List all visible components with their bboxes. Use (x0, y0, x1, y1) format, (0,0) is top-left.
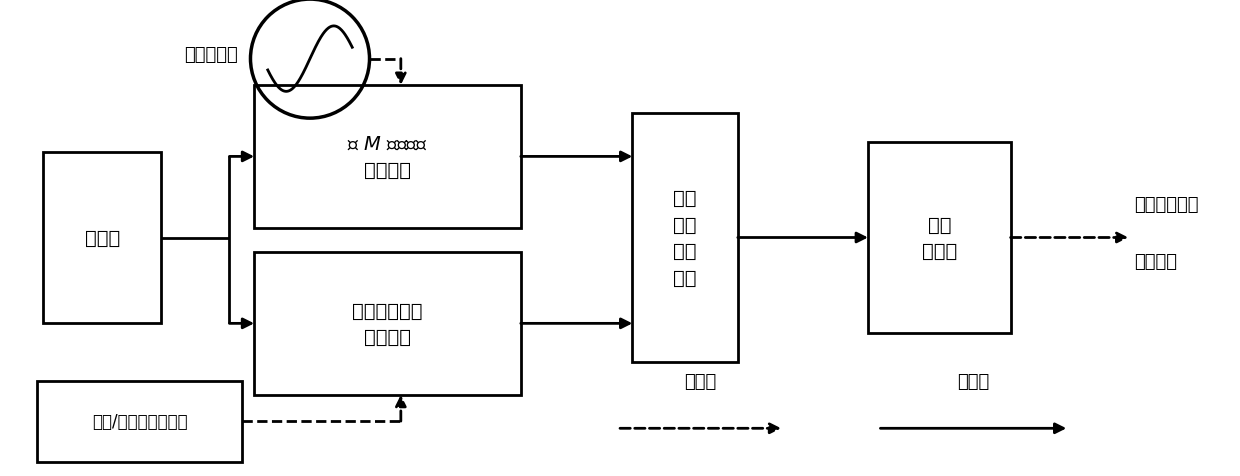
Bar (254, 86, 521, 228)
Text: 光域
信号
叠加
模块: 光域 信号 叠加 模块 (673, 189, 697, 287)
Text: 光通路: 光通路 (957, 372, 990, 390)
Bar (43, 152, 161, 324)
Text: 电通路: 电通路 (684, 372, 717, 390)
Text: 信号输出: 信号输出 (1135, 253, 1178, 271)
Text: 微波本振源: 微波本振源 (185, 46, 238, 64)
Bar (868, 143, 1011, 333)
Text: 光电
探测器: 光电 探测器 (921, 215, 957, 261)
Text: 光 $M$ 阶单边带
调制模块: 光 $M$ 阶单边带 调制模块 (347, 134, 428, 180)
Bar (254, 252, 521, 395)
Text: 基带/低频电信号发生: 基带/低频电信号发生 (92, 412, 187, 430)
Bar (37, 381, 242, 462)
Text: 倍频、上变频: 倍频、上变频 (1135, 196, 1199, 214)
Text: 光二阶单边带
调制模块: 光二阶单边带 调制模块 (352, 301, 423, 347)
Bar (632, 114, 738, 362)
Text: 激光器: 激光器 (84, 228, 120, 248)
